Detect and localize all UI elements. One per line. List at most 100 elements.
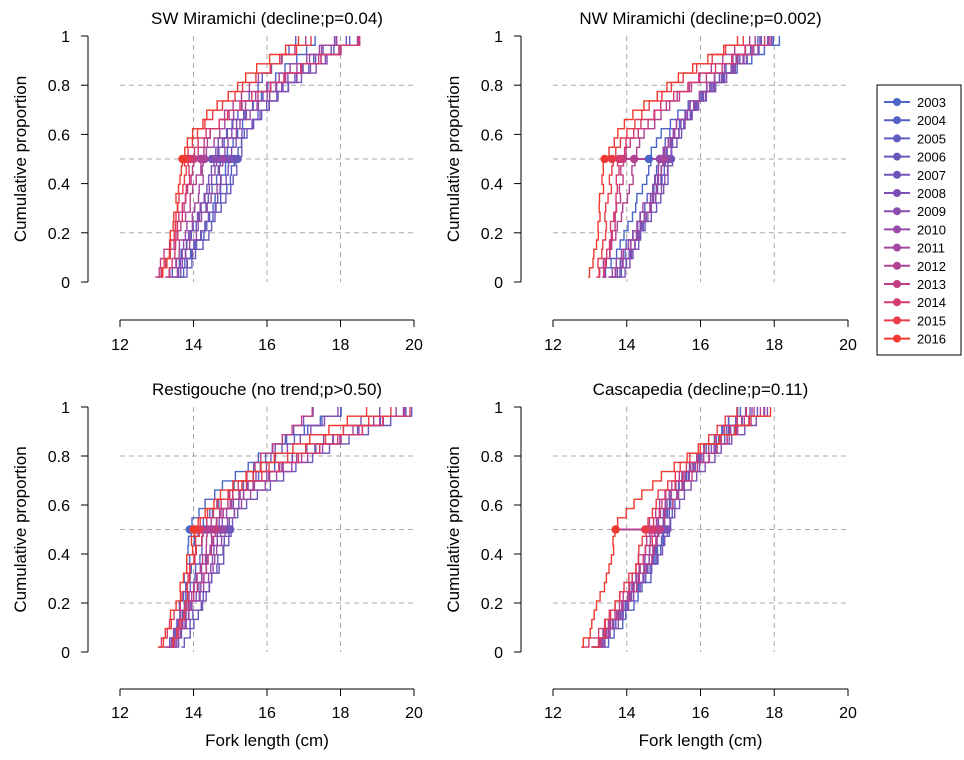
series-curve-2004 <box>605 407 739 648</box>
median-point-2010 <box>218 154 228 164</box>
panel-title: NW Miramichi (decline;p=0.002) <box>579 9 821 28</box>
y-tick-label: 0 <box>61 645 70 662</box>
legend-item-2008: 2008 <box>884 186 946 201</box>
y-tick-label: 0.2 <box>48 596 70 613</box>
legend-item-2009: 2009 <box>884 204 946 219</box>
panel-title: Cascapedia (decline;p=0.11) <box>593 380 809 399</box>
x-tick-label: 12 <box>111 705 129 722</box>
legend-item-2006: 2006 <box>884 150 946 165</box>
y-axis-label: Cumulative proportion <box>11 446 30 612</box>
y-tick-label: 0.6 <box>48 498 70 515</box>
series-curve-2007 <box>617 36 761 278</box>
legend-marker <box>893 207 901 216</box>
median-point-2008 <box>663 525 672 534</box>
y-tick-label: 0.6 <box>481 498 503 515</box>
legend-marker <box>893 316 901 325</box>
series-curve-2009 <box>599 407 765 648</box>
legend-item-2003: 2003 <box>884 95 946 110</box>
panel-title: Restigouche (no trend;p>0.50) <box>152 380 382 399</box>
x-tick-label: 14 <box>185 705 203 722</box>
legend-item-2004: 2004 <box>884 113 946 128</box>
legend-label: 2010 <box>917 222 946 237</box>
median-point-2015 <box>607 154 617 164</box>
legend-label: 2008 <box>917 186 946 201</box>
y-tick-label: 1 <box>494 29 503 46</box>
legend: 2003 2004 2005 2006 2007 2008 2009 2010 2011 2012… <box>876 84 962 356</box>
y-tick-label: 1 <box>494 400 503 417</box>
x-tick-label: 14 <box>185 337 203 354</box>
y-tick-label: 0.6 <box>48 127 70 144</box>
median-markers <box>178 154 242 164</box>
y-tick-label: 0.4 <box>48 177 70 194</box>
y-tick-label: 0.4 <box>481 177 503 194</box>
median-point-2013 <box>655 525 665 534</box>
y-tick-label: 0.8 <box>481 449 503 466</box>
median-point-2012 <box>196 154 206 164</box>
legend-label: 2004 <box>917 113 946 128</box>
x-tick-label: 18 <box>765 337 783 354</box>
median-point-2010 <box>218 525 228 534</box>
median-point-2003 <box>644 154 654 164</box>
legend-item-2007: 2007 <box>884 168 946 183</box>
legend-marker <box>893 298 901 307</box>
legend-label: 2015 <box>917 313 946 328</box>
legend-label: 2009 <box>917 204 946 219</box>
legend-item-2016: 2016 <box>884 332 946 347</box>
x-tick-label: 20 <box>405 705 423 722</box>
curves <box>581 407 772 648</box>
median-point-2014 <box>615 154 624 164</box>
series-curve-2013 <box>603 36 771 278</box>
median-point-2008 <box>226 154 235 164</box>
legend-marker <box>893 134 901 143</box>
legend-item-2015: 2015 <box>884 313 946 328</box>
median-point-2011 <box>659 154 668 164</box>
x-tick-label: 16 <box>258 705 276 722</box>
y-tick-label: 0.4 <box>48 547 70 564</box>
median-point-2015 <box>640 525 650 534</box>
legend-item-2012: 2012 <box>884 259 946 274</box>
legend-marker <box>893 225 901 234</box>
y-tick-label: 0.8 <box>481 78 503 95</box>
legend-label: 2014 <box>917 295 946 310</box>
legend-label: 2013 <box>917 277 946 292</box>
legend-item-2010: 2010 <box>884 222 946 237</box>
median-point-2016 <box>600 154 609 164</box>
legend-marker <box>893 170 901 179</box>
legend-marker <box>893 334 901 343</box>
x-tick-label: 12 <box>544 705 562 722</box>
y-tick-label: 0.8 <box>48 78 70 95</box>
median-markers <box>600 154 676 164</box>
legend-label: 2012 <box>917 259 946 274</box>
x-tick-label: 12 <box>111 337 129 354</box>
x-tick-label: 16 <box>692 337 710 354</box>
x-tick-label: 16 <box>258 337 276 354</box>
panel-1: 0 0.2 0.4 0.6 0.8 1 12 14 16 18 20 SW Miramichi (de… <box>11 9 423 354</box>
legend-marker <box>893 261 901 270</box>
legend-label: 2016 <box>917 332 946 347</box>
x-tick-label: 14 <box>618 705 636 722</box>
legend-item-2011: 2011 <box>884 241 945 256</box>
median-point-2013 <box>211 525 220 534</box>
x-tick-label: 18 <box>332 705 350 722</box>
y-axis-label: Cumulative proportion <box>11 76 30 242</box>
x-tick-label: 20 <box>839 705 857 722</box>
median-markers <box>185 525 235 534</box>
legend-marker <box>893 280 901 288</box>
legend-label: 2006 <box>917 150 946 165</box>
panel-3: 0 0.2 0.4 0.6 0.8 1 12 14 16 18 20 Restigouche (no … <box>11 380 423 750</box>
legend-label: 2005 <box>917 131 946 146</box>
x-tick-label: 18 <box>332 337 350 354</box>
y-tick-label: 0 <box>494 645 503 662</box>
panel-4: 0 0.2 0.4 0.6 0.8 1 12 14 16 18 20 Cascapedia (decl… <box>444 380 857 750</box>
y-tick-label: 0.2 <box>481 226 503 243</box>
x-axis-label: Fork length (cm) <box>205 731 329 750</box>
x-tick-label: 18 <box>765 705 783 722</box>
legend-label: 2007 <box>917 168 946 183</box>
median-markers <box>611 525 672 534</box>
y-tick-label: 0.2 <box>481 596 503 613</box>
y-tick-label: 0 <box>61 275 70 292</box>
median-point-2012 <box>629 154 639 164</box>
y-tick-label: 0.4 <box>481 547 503 564</box>
panel-2: 0 0.2 0.4 0.6 0.8 1 12 14 16 18 20 NW Miramichi (de… <box>444 9 857 354</box>
median-point-2016 <box>178 154 187 164</box>
